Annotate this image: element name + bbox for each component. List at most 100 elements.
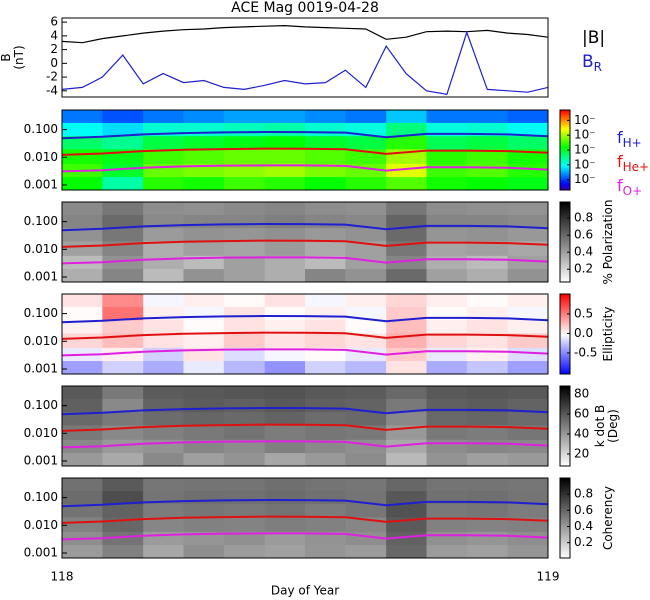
heatmap-cell bbox=[305, 478, 346, 491]
heatmap-cell bbox=[102, 531, 144, 546]
heatmap-cell bbox=[466, 227, 509, 242]
colorbar-segment bbox=[560, 434, 570, 437]
heatmap-cell bbox=[426, 268, 468, 283]
y-tick-label: 2 bbox=[50, 42, 58, 56]
colorbar-segment bbox=[560, 412, 570, 415]
heatmap-cell bbox=[183, 503, 225, 518]
heatmap-cell bbox=[183, 490, 225, 505]
heatmap-cell bbox=[305, 424, 346, 440]
colorbar-segment bbox=[560, 370, 570, 373]
heatmap-cell bbox=[183, 135, 225, 150]
colorbar-segment bbox=[560, 260, 570, 263]
gyrofrequency-line bbox=[61, 498, 549, 508]
colorbar-label: % Polarization bbox=[601, 200, 615, 285]
y-tick-label: 0.001 bbox=[24, 454, 58, 468]
colorbar-segment bbox=[560, 504, 570, 507]
colorbar-segment bbox=[560, 458, 570, 461]
heatmap-cell bbox=[62, 452, 103, 467]
heatmap-cell bbox=[264, 176, 306, 191]
heatmap-cell bbox=[305, 176, 346, 191]
y-tick-label: 0.010 bbox=[24, 518, 58, 532]
heatmap-cell bbox=[264, 227, 306, 242]
heatmap-cell bbox=[345, 110, 387, 123]
heatmap-cell bbox=[143, 531, 184, 546]
colorbar-segment bbox=[560, 146, 570, 149]
heatmap-cell bbox=[102, 319, 144, 334]
colorbar-segment bbox=[560, 320, 570, 323]
heatmap-cell bbox=[426, 163, 468, 178]
heatmap-cell bbox=[386, 503, 427, 518]
heatmap-cell bbox=[223, 268, 266, 283]
heatmap-cell bbox=[305, 227, 346, 242]
heatmap-cell bbox=[143, 347, 184, 362]
heatmap-cell bbox=[183, 478, 225, 491]
colorbar-segment bbox=[560, 398, 570, 401]
heatmap-cell bbox=[386, 544, 427, 559]
colorbar-segment bbox=[560, 316, 570, 319]
heatmap-cell bbox=[507, 294, 549, 307]
heatmap-cell bbox=[466, 268, 509, 283]
colorbar-segment bbox=[560, 310, 570, 313]
heatmap-cell bbox=[466, 110, 509, 123]
heatmap-cell bbox=[143, 360, 184, 375]
plot-frame bbox=[61, 293, 549, 375]
colorbar-tick-label: 0.4 bbox=[574, 245, 593, 259]
colorbar-segment bbox=[560, 278, 570, 281]
colorbar-segment bbox=[560, 408, 570, 411]
plot-frame bbox=[61, 385, 549, 467]
heatmap-cell bbox=[102, 360, 144, 375]
heatmap-cell bbox=[264, 122, 306, 137]
colorbar-segment bbox=[560, 168, 570, 171]
colorbar-segment bbox=[560, 520, 570, 523]
heatmap-cell bbox=[466, 516, 509, 532]
heatmap-cell bbox=[466, 386, 509, 399]
y-tick-label: 0.001 bbox=[24, 178, 58, 192]
gyrofrequency-line bbox=[61, 331, 549, 340]
colorbar-tick-label: 0.0 bbox=[574, 326, 593, 340]
heatmap-cell bbox=[426, 439, 468, 454]
colorbar-segment bbox=[560, 392, 570, 395]
heatmap-cell bbox=[466, 490, 509, 505]
heatmap-cell bbox=[305, 110, 346, 123]
heatmap-cell bbox=[345, 398, 387, 413]
heatmap-cell bbox=[264, 332, 306, 348]
heatmap-cell bbox=[223, 214, 266, 229]
heatmap-cell bbox=[305, 531, 346, 546]
colorbar-tick-label: 0.2 bbox=[574, 262, 593, 276]
colorbar-segment bbox=[560, 390, 570, 393]
colorbar-segment bbox=[560, 480, 570, 483]
colorbar-segment bbox=[560, 420, 570, 423]
colorbar-tick-label: 10⁻ bbox=[574, 113, 596, 127]
heatmap-cell bbox=[426, 148, 468, 164]
heatmap-cell bbox=[507, 214, 549, 229]
colorbar-segment bbox=[560, 528, 570, 531]
heatmap-cell bbox=[264, 386, 306, 399]
heatmap-cell bbox=[183, 148, 225, 164]
legend-name: f bbox=[617, 152, 623, 171]
colorbar-segment bbox=[560, 464, 570, 467]
heatmap-cell bbox=[345, 214, 387, 229]
heatmap-cell bbox=[264, 294, 306, 307]
heatmap-cell bbox=[62, 424, 103, 440]
heatmap-cell bbox=[264, 452, 306, 467]
heatmap-cell bbox=[223, 411, 266, 426]
colorbar-segment bbox=[560, 322, 570, 325]
gyrofrequency-line bbox=[61, 406, 549, 416]
colorbar-segment bbox=[560, 432, 570, 435]
colorbar-segment bbox=[560, 436, 570, 439]
chart-title: ACE Mag 0019-04-28 bbox=[231, 0, 379, 16]
colorbar-segment bbox=[560, 212, 570, 215]
colorbar-segment bbox=[560, 430, 570, 433]
heatmap-cell bbox=[507, 122, 549, 137]
colorbar-segment bbox=[560, 536, 570, 539]
colorbar-segment bbox=[560, 208, 570, 211]
colorbar-tick-label: 10⁻ bbox=[574, 143, 596, 157]
colorbar-segment bbox=[560, 298, 570, 301]
heatmap-cell bbox=[183, 332, 225, 348]
heatmap-cell bbox=[62, 122, 103, 137]
heatmap-cell bbox=[345, 411, 387, 426]
heatmap-cell bbox=[102, 306, 144, 321]
colorbar-segment bbox=[560, 152, 570, 155]
colorbar-segment bbox=[560, 268, 570, 271]
heatmap-cell bbox=[223, 255, 266, 270]
